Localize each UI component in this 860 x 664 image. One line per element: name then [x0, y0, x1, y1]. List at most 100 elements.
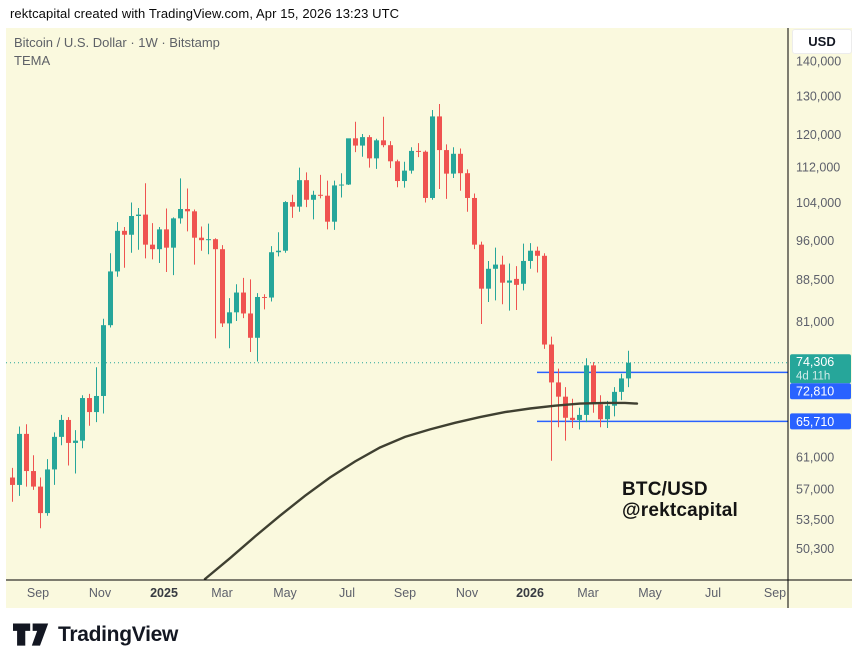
candle-up [108, 271, 113, 326]
time-axis-label: Nov [456, 586, 479, 600]
level-price-value: 65,710 [796, 415, 834, 429]
candle-down [353, 138, 358, 146]
candle-up [178, 208, 183, 219]
candle-down [591, 365, 596, 405]
candle-up [227, 312, 232, 324]
candle-down [192, 211, 197, 238]
candle-up [486, 268, 491, 289]
candle-up [80, 398, 85, 441]
time-axis-label: Sep [394, 586, 416, 600]
candle-up [374, 140, 379, 159]
candle-down [458, 153, 463, 174]
candle-down [199, 237, 204, 241]
price-axis-label: 120,000 [796, 128, 841, 142]
candle-up [136, 214, 141, 217]
candle-up [101, 325, 106, 396]
candle-up [73, 440, 78, 443]
candle-up [171, 218, 176, 248]
candle-up [612, 391, 617, 406]
chart-background [6, 28, 852, 608]
candle-up [409, 150, 414, 171]
candle-up [45, 469, 50, 514]
price-axis-label: 130,000 [796, 90, 841, 104]
price-axis-label: 50,300 [796, 542, 834, 556]
last-price-value: 74,306 [796, 355, 834, 369]
candle-down [38, 486, 43, 514]
candle-down [500, 264, 505, 283]
price-axis-label: 53,500 [796, 513, 834, 527]
candle-down [122, 230, 127, 235]
candle-down [563, 396, 568, 418]
candle-down [10, 477, 15, 485]
level-price-label [790, 413, 851, 430]
level-price-label [790, 383, 851, 400]
candle-up [605, 405, 610, 420]
candle-down [262, 296, 267, 298]
candle-down [367, 137, 372, 159]
candle-down [24, 433, 29, 472]
candle-down [325, 195, 330, 222]
time-axis-label: Mar [211, 586, 233, 600]
candle-down [542, 255, 547, 345]
time-axis-label: Mar [577, 586, 599, 600]
candle-down [304, 180, 309, 200]
bar-countdown: 4d 11h [796, 371, 830, 383]
candle-up [157, 229, 162, 250]
candle-up [451, 153, 456, 174]
candle-up [297, 180, 302, 207]
candle-up [430, 116, 435, 198]
candle-up [619, 378, 624, 392]
time-axis-label: Sep [764, 586, 786, 600]
price-axis-label: 61,000 [796, 450, 834, 464]
candle-down [220, 249, 225, 324]
candle-up [626, 362, 631, 379]
candle-down [514, 278, 519, 285]
candle-up [339, 184, 344, 186]
candle-down [241, 292, 246, 314]
candle-down [164, 229, 169, 248]
price-axis-label: 57,000 [796, 483, 834, 497]
footer-brand: TradingView [13, 617, 178, 653]
candle-up [255, 296, 260, 338]
candle-up [402, 170, 407, 182]
candle-up [346, 138, 351, 185]
candle-down [598, 404, 603, 420]
candle-up [234, 292, 239, 313]
price-axis-label: 88,500 [796, 273, 834, 287]
candle-down [213, 239, 218, 250]
candle-down [444, 150, 449, 174]
time-axis-label: Jul [339, 586, 355, 600]
candle-down [87, 398, 92, 413]
candle-down [395, 161, 400, 182]
candle-up [17, 433, 22, 485]
candle-up [584, 365, 589, 415]
watermark-handle: @rektcapital [622, 500, 738, 521]
candle-up [577, 414, 582, 420]
level-price-value: 72,810 [796, 385, 834, 399]
candle-up [332, 185, 337, 222]
chart-watermark: BTC/USD @rektcapital [622, 479, 738, 521]
candle-down [143, 214, 148, 245]
price-axis-label: 104,000 [796, 196, 841, 210]
candle-up [52, 436, 57, 470]
time-axis-label: 2026 [516, 586, 544, 600]
currency-usd-button[interactable]: USD [792, 29, 852, 54]
candle-down [318, 194, 323, 196]
candle-down [416, 150, 421, 152]
price-axis-label: 140,000 [796, 54, 841, 68]
time-axis-label: May [638, 586, 662, 600]
time-axis-label: Sep [27, 586, 49, 600]
time-axis-label: Jul [705, 586, 721, 600]
candle-up [507, 280, 512, 283]
candle-down [479, 244, 484, 289]
candle-down [381, 140, 386, 146]
time-axis-label: Nov [89, 586, 112, 600]
candle-up [360, 137, 365, 146]
candle-down [465, 173, 470, 198]
candle-down [570, 417, 575, 420]
candle-up [129, 216, 134, 235]
candle-down [185, 208, 190, 212]
candle-up [94, 395, 99, 413]
price-axis-label: 96,000 [796, 234, 834, 248]
